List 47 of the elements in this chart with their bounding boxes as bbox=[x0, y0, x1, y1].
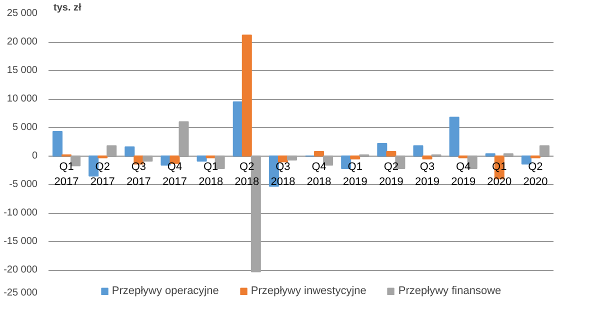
y-tick-label: -25 000 bbox=[4, 288, 38, 298]
bar bbox=[413, 145, 424, 156]
x-tick-label: Q2 2018 bbox=[234, 161, 260, 188]
y-tick-label: -5 000 bbox=[9, 179, 38, 190]
bar bbox=[539, 145, 550, 156]
bar bbox=[314, 150, 324, 156]
y-tick-label: -10 000 bbox=[4, 208, 38, 218]
x-tick-label: Q2 2019 bbox=[378, 161, 404, 188]
bar bbox=[503, 153, 514, 156]
x-tick-label: Q1 2019 bbox=[342, 161, 368, 188]
bar bbox=[377, 142, 388, 156]
bar bbox=[286, 156, 297, 160]
x-tick-label: Q3 2019 bbox=[415, 161, 440, 188]
x-tick-label: Q3 2017 bbox=[126, 161, 151, 188]
y-tick-label: 5 000 bbox=[12, 122, 38, 133]
bar bbox=[142, 156, 153, 162]
bar bbox=[196, 156, 207, 162]
x-tick-label: Q4 2017 bbox=[162, 161, 187, 188]
legend-label: Przepływy finansowe bbox=[398, 285, 502, 297]
x-tick-label: Q2 2020 bbox=[523, 161, 548, 188]
bar bbox=[52, 130, 63, 156]
y-tick-label: 25 000 bbox=[6, 8, 38, 19]
bar bbox=[485, 153, 496, 156]
bar bbox=[170, 156, 180, 164]
x-tick-label: Q4 2018 bbox=[306, 161, 332, 188]
bar bbox=[178, 121, 189, 156]
x-tick-label: Q4 2019 bbox=[451, 161, 476, 188]
y-tick-label: 0 bbox=[32, 150, 38, 162]
bar bbox=[386, 150, 396, 156]
bar bbox=[278, 156, 288, 162]
y-tick-label: 10 000 bbox=[6, 94, 38, 104]
bar bbox=[106, 145, 117, 156]
bar bbox=[449, 116, 460, 156]
legend-label: Przepływy operacyjne bbox=[112, 285, 219, 297]
x-tick-label: Q1 2017 bbox=[54, 161, 79, 188]
y-tick-label: -20 000 bbox=[4, 264, 38, 276]
x-tick-label: Q1 2018 bbox=[198, 161, 224, 188]
y-tick-label: -15 000 bbox=[4, 236, 38, 247]
bar bbox=[124, 146, 135, 156]
bar bbox=[242, 34, 252, 156]
bar bbox=[232, 101, 243, 156]
y-tick-label: 15 000 bbox=[6, 65, 38, 76]
bar bbox=[422, 156, 432, 160]
bar bbox=[350, 156, 360, 160]
legend-label: Przepływy inwestycyjne bbox=[250, 285, 366, 297]
y-axis-title: tys. zł bbox=[54, 2, 82, 14]
y-tick-label: 20 000 bbox=[6, 36, 38, 48]
